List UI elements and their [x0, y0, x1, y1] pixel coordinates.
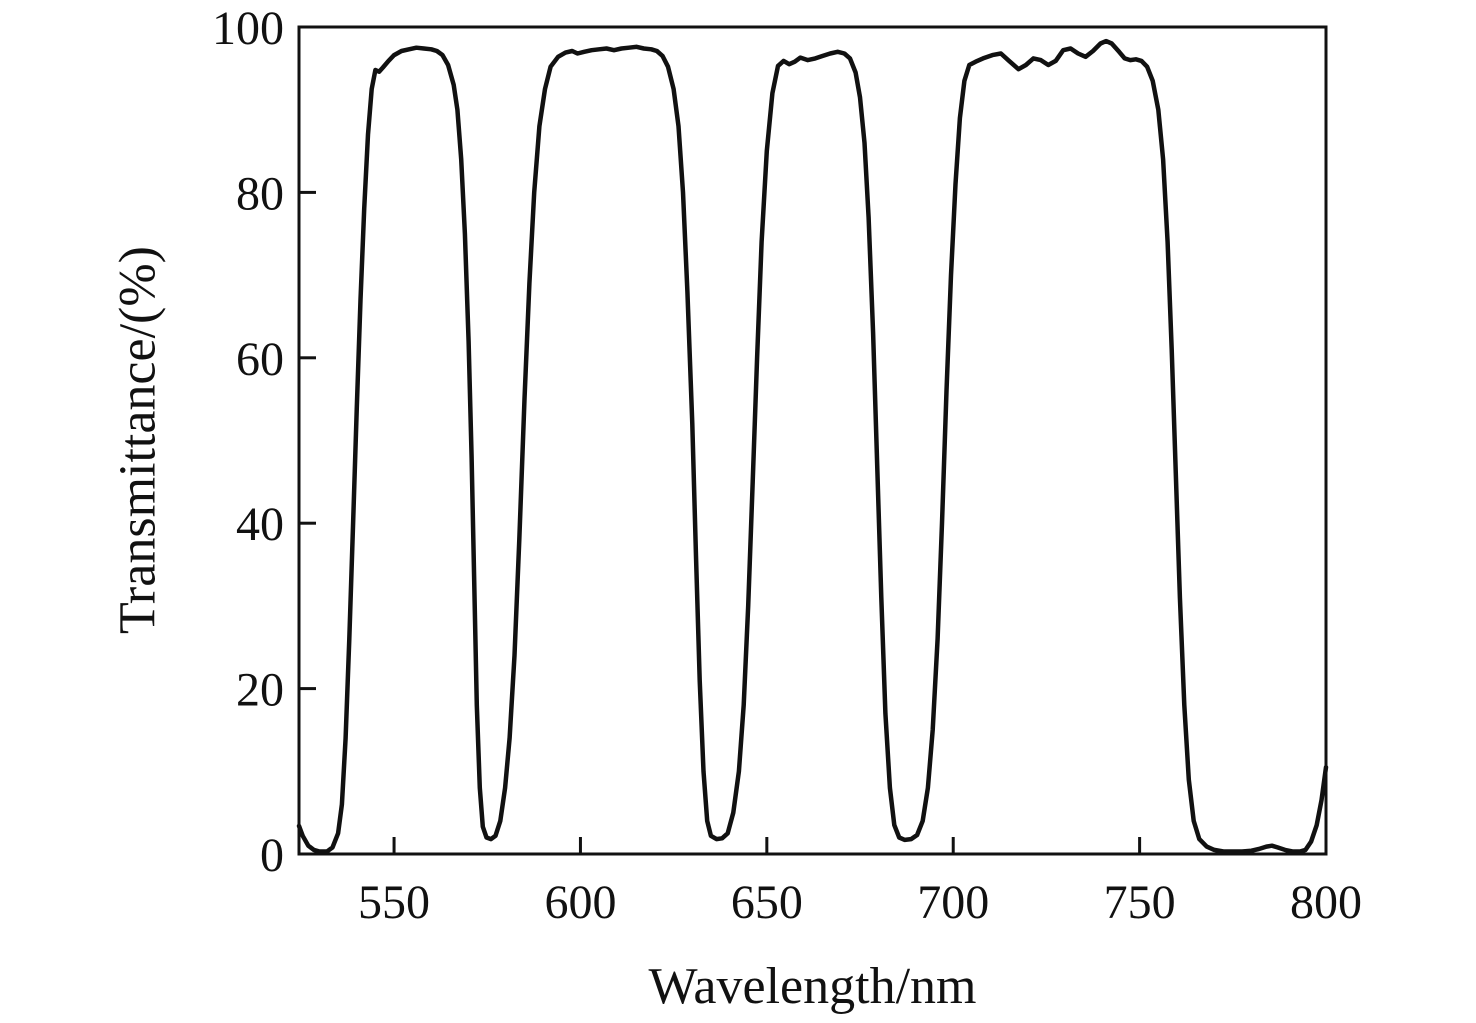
y-tick-label: 40 [236, 498, 284, 551]
spectrum-curve [296, 38, 1329, 854]
y-tick-label: 20 [236, 664, 284, 717]
x-tick-label: 800 [1290, 876, 1362, 929]
x-tick-label: 550 [358, 876, 430, 929]
y-axis-title: Transmittance/(%) [109, 246, 167, 634]
x-tick-label: 600 [544, 876, 616, 929]
x-tick-label: 650 [731, 876, 803, 929]
y-tick-label: 100 [212, 2, 284, 55]
plot-border [297, 25, 1328, 856]
y-tick-label: 0 [260, 829, 284, 882]
y-tick-label: 60 [236, 333, 284, 386]
y-tick-label: 80 [236, 167, 284, 220]
x-tick-label: 750 [1104, 876, 1176, 929]
x-axis-title: Wavelength/nm [648, 958, 977, 1015]
x-tick-label: 700 [917, 876, 989, 929]
